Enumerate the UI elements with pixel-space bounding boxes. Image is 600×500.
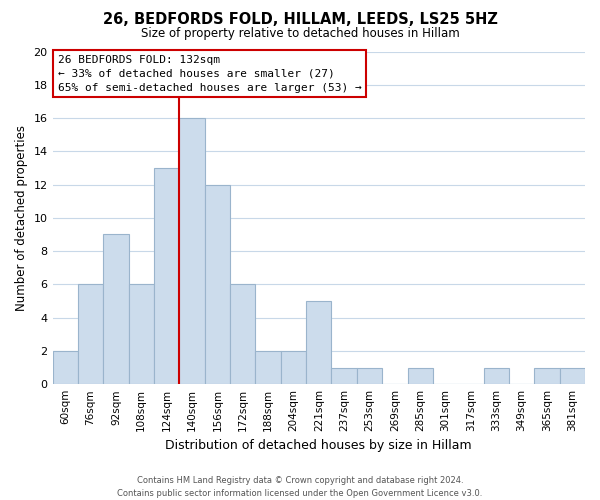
Text: 26 BEDFORDS FOLD: 132sqm
← 33% of detached houses are smaller (27)
65% of semi-d: 26 BEDFORDS FOLD: 132sqm ← 33% of detach…	[58, 55, 362, 93]
Bar	[256, 351, 281, 384]
Bar	[281, 351, 306, 384]
Bar	[357, 368, 382, 384]
Bar	[306, 301, 331, 384]
Text: 26, BEDFORDS FOLD, HILLAM, LEEDS, LS25 5HZ: 26, BEDFORDS FOLD, HILLAM, LEEDS, LS25 5…	[103, 12, 497, 28]
Bar	[103, 234, 128, 384]
Bar	[407, 368, 433, 384]
Text: Size of property relative to detached houses in Hillam: Size of property relative to detached ho…	[140, 28, 460, 40]
Bar	[534, 368, 560, 384]
Text: Contains HM Land Registry data © Crown copyright and database right 2024.
Contai: Contains HM Land Registry data © Crown c…	[118, 476, 482, 498]
Bar	[154, 168, 179, 384]
Bar	[53, 351, 78, 384]
Bar	[331, 368, 357, 384]
X-axis label: Distribution of detached houses by size in Hillam: Distribution of detached houses by size …	[166, 440, 472, 452]
Bar	[179, 118, 205, 384]
Bar	[560, 368, 585, 384]
Y-axis label: Number of detached properties: Number of detached properties	[15, 125, 28, 311]
Bar	[205, 184, 230, 384]
Bar	[128, 284, 154, 384]
Bar	[78, 284, 103, 384]
Bar	[484, 368, 509, 384]
Bar	[230, 284, 256, 384]
